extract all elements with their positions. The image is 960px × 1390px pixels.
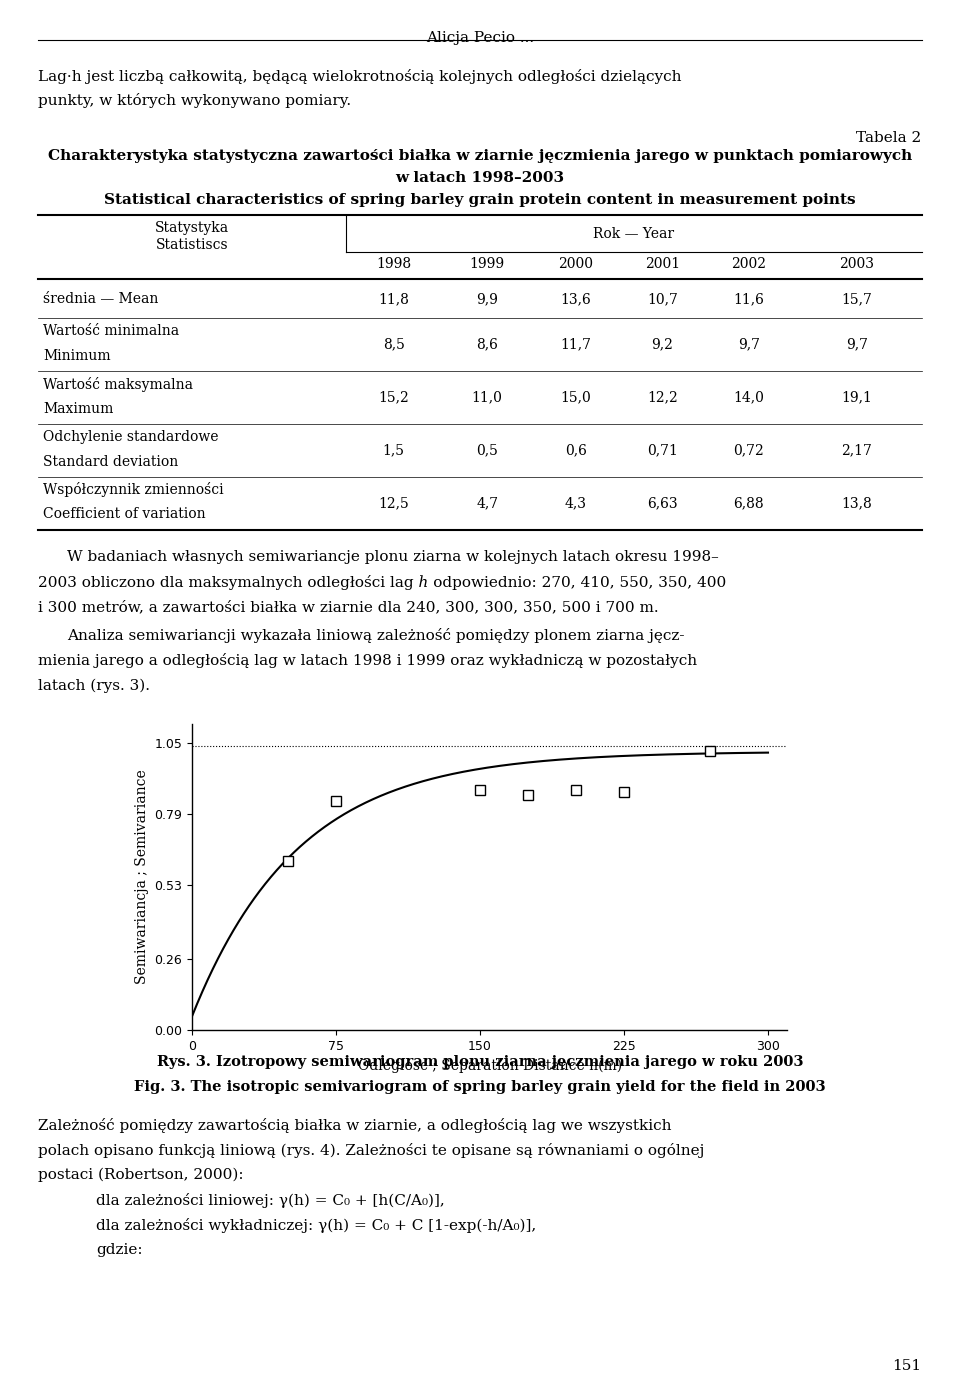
Text: Statistical characteristics of spring barley grain protein content in measuremen: Statistical characteristics of spring ba…	[105, 193, 855, 207]
Text: dla zależności liniowej: γ(h) = C₀ + [h(C/A₀)],: dla zależności liniowej: γ(h) = C₀ + [h(…	[96, 1193, 444, 1208]
Text: 11,7: 11,7	[561, 338, 591, 352]
Text: gdzie:: gdzie:	[96, 1243, 143, 1257]
Text: 9,7: 9,7	[738, 338, 759, 352]
X-axis label: Odleglosc ; Separation Distance h(m): Odleglosc ; Separation Distance h(m)	[357, 1058, 622, 1073]
Text: 14,0: 14,0	[733, 391, 764, 404]
Text: Alicja Pecio ...: Alicja Pecio ...	[426, 31, 534, 44]
Text: 8,6: 8,6	[476, 338, 498, 352]
Text: 0,72: 0,72	[733, 443, 764, 457]
Text: i 300 metrów, a zawartości białka w ziarnie dla 240, 300, 300, 350, 500 i 700 m.: i 300 metrów, a zawartości białka w ziar…	[38, 600, 659, 614]
Text: 0,6: 0,6	[565, 443, 587, 457]
Text: 11,8: 11,8	[378, 292, 409, 306]
Text: 15,0: 15,0	[561, 391, 591, 404]
Text: 4,3: 4,3	[565, 496, 587, 510]
Text: 12,5: 12,5	[378, 496, 409, 510]
Text: 13,8: 13,8	[841, 496, 873, 510]
Text: Rys. 3. Izotropowy semiwariogram plonu ziarna jęczmienia jarego w roku 2003: Rys. 3. Izotropowy semiwariogram plonu z…	[156, 1055, 804, 1069]
Text: 8,5: 8,5	[383, 338, 404, 352]
Text: Minimum: Minimum	[43, 349, 110, 363]
Text: Charakterystyka statystyczna zawartości białka w ziarnie jęczmienia jarego w pun: Charakterystyka statystyczna zawartości …	[48, 149, 912, 163]
Text: 1999: 1999	[469, 257, 505, 271]
Text: 13,6: 13,6	[561, 292, 591, 306]
Text: 2002: 2002	[732, 257, 766, 271]
Text: 2003: 2003	[839, 257, 875, 271]
Text: W badaniach własnych semiwariancje plonu ziarna w kolejnych latach okresu 1998–: W badaniach własnych semiwariancje plonu…	[67, 550, 719, 564]
Text: 1,5: 1,5	[383, 443, 404, 457]
Text: 6,88: 6,88	[733, 496, 764, 510]
Text: latach (rys. 3).: latach (rys. 3).	[38, 678, 151, 692]
Text: 11,6: 11,6	[733, 292, 764, 306]
Text: 15,7: 15,7	[841, 292, 873, 306]
Text: Fig. 3. The isotropic semivariogram of spring barley grain yield for the field i: Fig. 3. The isotropic semivariogram of s…	[134, 1080, 826, 1094]
Text: Tabela 2: Tabela 2	[856, 131, 922, 145]
Text: Zależność pomiędzy zawartością białka w ziarnie, a odległością lag we wszystkich: Zależność pomiędzy zawartością białka w …	[38, 1118, 672, 1133]
Text: 9,7: 9,7	[846, 338, 868, 352]
Text: Standard deviation: Standard deviation	[43, 455, 179, 468]
Text: 11,0: 11,0	[471, 391, 503, 404]
Text: dla zależności wykładniczej: γ(h) = C₀ + C [1-exp(-h/A₀)],: dla zależności wykładniczej: γ(h) = C₀ +…	[96, 1218, 537, 1233]
Text: Coefficient of variation: Coefficient of variation	[43, 507, 205, 521]
Text: 10,7: 10,7	[647, 292, 678, 306]
Text: 1998: 1998	[376, 257, 411, 271]
Text: 2001: 2001	[645, 257, 680, 271]
Text: 19,1: 19,1	[841, 391, 873, 404]
Text: 6,63: 6,63	[647, 496, 678, 510]
Text: Wartość maksymalna: Wartość maksymalna	[43, 377, 193, 392]
Text: 15,2: 15,2	[378, 391, 409, 404]
Text: 12,2: 12,2	[647, 391, 678, 404]
Text: 9,2: 9,2	[652, 338, 673, 352]
Text: polach opisano funkcją liniową (rys. 4). Zależności te opisane są równaniami o o: polach opisano funkcją liniową (rys. 4).…	[38, 1143, 705, 1158]
Text: Analiza semiwariancji wykazała liniową zależność pomiędzy plonem ziarna jęcz-: Analiza semiwariancji wykazała liniową z…	[67, 628, 684, 644]
Text: 2003 obliczono dla maksymalnych odległości lag ℎ odpowiednio: 270, 410, 550, 350: 2003 obliczono dla maksymalnych odległoś…	[38, 575, 727, 591]
Text: mienia jarego a odległością lag w latach 1998 i 1999 oraz wykładniczą w pozostał: mienia jarego a odległością lag w latach…	[38, 653, 698, 669]
Text: Rok — Year: Rok — Year	[593, 227, 674, 240]
Y-axis label: Semiwariancja ; Semivariance: Semiwariancja ; Semivariance	[134, 770, 149, 984]
Text: w latach 1998–2003: w latach 1998–2003	[396, 171, 564, 185]
Text: Statystyka: Statystyka	[155, 221, 229, 235]
Text: Wartość minimalna: Wartość minimalna	[43, 324, 180, 338]
Text: 0,5: 0,5	[476, 443, 498, 457]
Text: 9,9: 9,9	[476, 292, 498, 306]
Text: punkty, w których wykonywano pomiary.: punkty, w których wykonywano pomiary.	[38, 93, 351, 108]
Text: średnia — Mean: średnia — Mean	[43, 292, 158, 306]
Text: 4,7: 4,7	[476, 496, 498, 510]
Text: postaci (Robertson, 2000):: postaci (Robertson, 2000):	[38, 1168, 244, 1182]
Text: Odchylenie standardowe: Odchylenie standardowe	[43, 430, 219, 443]
Text: Lag·h jest liczbą całkowitą, będącą wielokrotnością kolejnych odległości dzieląc: Lag·h jest liczbą całkowitą, będącą wiel…	[38, 70, 682, 85]
Text: Maximum: Maximum	[43, 402, 113, 416]
Text: 0,71: 0,71	[647, 443, 678, 457]
Text: 151: 151	[893, 1359, 922, 1373]
Text: 2000: 2000	[559, 257, 593, 271]
Text: 2,17: 2,17	[841, 443, 873, 457]
Text: Statistiscs: Statistiscs	[156, 238, 228, 252]
Text: Współczynnik zmienności: Współczynnik zmienności	[43, 482, 224, 498]
